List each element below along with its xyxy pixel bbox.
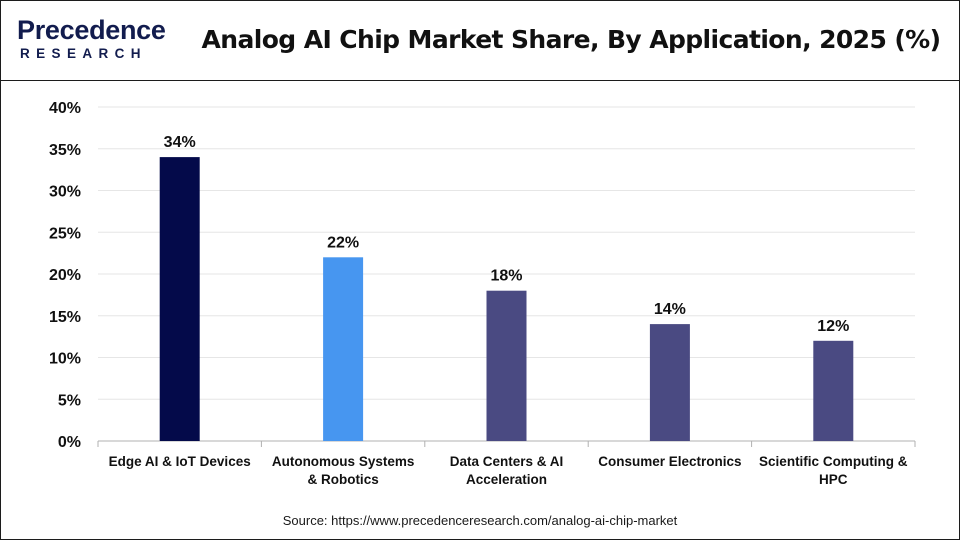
logo-wordmark: Precedence (17, 15, 166, 45)
y-tick-label: 15% (49, 309, 81, 326)
x-tick-label: Scientific Computing & (759, 454, 908, 469)
chart-title: Analog AI Chip Market Share, By Applicat… (201, 25, 942, 54)
logo-subtitle: RESEARCH (20, 46, 147, 61)
bar (323, 257, 364, 441)
y-tick-label: 35% (49, 142, 81, 159)
x-tick-label: Data Centers & AI (450, 454, 564, 469)
source-note: Source: https://www.precedenceresearch.c… (282, 513, 678, 528)
y-tick-label: 0% (58, 434, 81, 451)
x-tick-label: & Robotics (307, 472, 378, 487)
data-label: 22% (327, 234, 359, 251)
x-tick-label: Acceleration (466, 472, 547, 487)
x-tick-label: Consumer Electronics (598, 454, 741, 469)
x-tick-label: Edge AI & IoT Devices (109, 454, 251, 469)
data-label: 34% (164, 134, 196, 151)
y-tick-label: 5% (58, 392, 81, 409)
y-tick-label: 40% (49, 100, 81, 117)
data-label: 14% (654, 301, 686, 318)
x-tick-label: Autonomous Systems (272, 454, 415, 469)
y-tick-label: 30% (49, 184, 81, 201)
bar (159, 157, 200, 441)
brand-logo: Precedence RESEARCH (17, 15, 166, 65)
chart-header: Precedence RESEARCH Analog AI Chip Marke… (1, 1, 959, 81)
x-tick-label: HPC (819, 472, 848, 487)
data-label: 12% (817, 318, 849, 335)
bar (649, 324, 690, 441)
y-tick-label: 20% (49, 267, 81, 284)
bar (486, 290, 527, 441)
bar (813, 340, 854, 441)
y-tick-label: 25% (49, 225, 81, 242)
y-tick-label: 10% (49, 351, 81, 368)
data-label: 18% (490, 268, 522, 285)
